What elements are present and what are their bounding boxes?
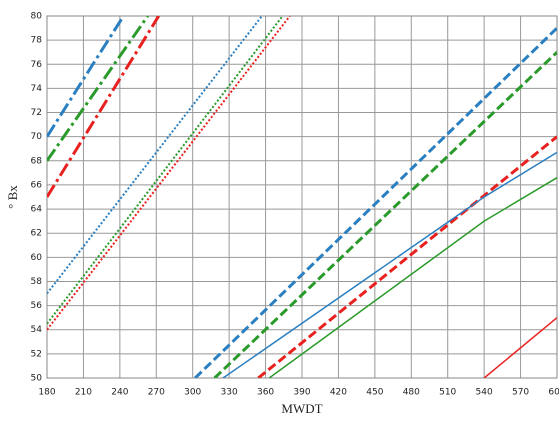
y-tick-label: 62 bbox=[31, 229, 42, 239]
series-line bbox=[483, 317, 557, 378]
y-tick-label: 64 bbox=[31, 205, 43, 215]
x-tick-label: 240 bbox=[111, 388, 128, 398]
y-tick-label: 58 bbox=[31, 277, 43, 287]
x-tick-label: 300 bbox=[184, 388, 201, 398]
y-axis-label: ° Bx bbox=[5, 185, 20, 209]
x-tick-label: 360 bbox=[257, 388, 274, 398]
series-line bbox=[194, 26, 557, 378]
y-tick-label: 54 bbox=[31, 325, 43, 335]
x-tick-label: 180 bbox=[38, 388, 55, 398]
x-tick-label: 480 bbox=[403, 388, 420, 398]
x-tick-label: 420 bbox=[330, 388, 347, 398]
x-tick-label: 210 bbox=[75, 388, 92, 398]
x-tick-label: 330 bbox=[221, 388, 238, 398]
y-tick-label: 78 bbox=[31, 36, 43, 46]
x-tick-label: 540 bbox=[476, 388, 493, 398]
series-line bbox=[47, 16, 150, 162]
x-tick-label: 270 bbox=[148, 388, 165, 398]
x-axis-label: MWDT bbox=[281, 401, 322, 416]
y-tick-label: 80 bbox=[31, 12, 43, 22]
x-tick-label: 510 bbox=[439, 388, 456, 398]
y-tick-label: 60 bbox=[31, 253, 43, 263]
x-tick-label: 570 bbox=[512, 388, 529, 398]
series-line bbox=[47, 16, 125, 138]
series-line bbox=[47, 16, 160, 198]
y-tick-label: 70 bbox=[31, 132, 43, 142]
y-tick-label: 68 bbox=[31, 156, 43, 166]
series-line bbox=[213, 51, 557, 378]
y-tick-label: 76 bbox=[31, 60, 43, 70]
y-tick-label: 66 bbox=[31, 180, 43, 190]
y-tick-label: 52 bbox=[31, 349, 42, 359]
y-tick-label: 50 bbox=[31, 374, 43, 384]
x-tick-label: 450 bbox=[366, 388, 383, 398]
series-line bbox=[268, 177, 557, 378]
series-line bbox=[47, 16, 263, 295]
series-line bbox=[222, 151, 557, 378]
y-tick-label: 74 bbox=[31, 84, 43, 94]
x-tick-label: 600 bbox=[548, 388, 559, 398]
y-tick-label: 56 bbox=[31, 301, 43, 311]
y-tick-label: 72 bbox=[31, 108, 42, 118]
series-line bbox=[257, 135, 557, 378]
series-line bbox=[47, 16, 284, 325]
x-tick-label: 390 bbox=[293, 388, 310, 398]
